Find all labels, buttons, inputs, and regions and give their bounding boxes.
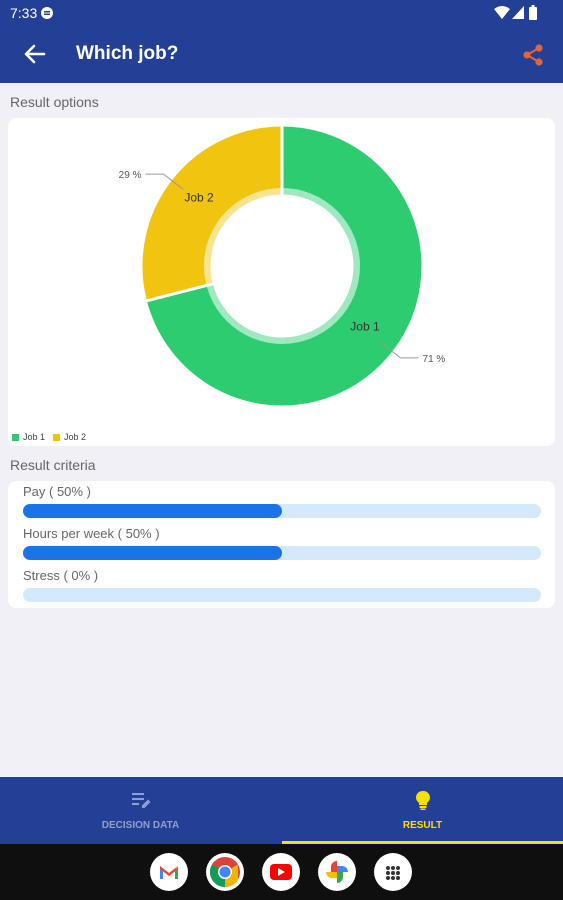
criterion-bar-fill-pay	[23, 504, 282, 518]
photos-icon[interactable]	[318, 853, 356, 891]
criterion-label-pay: Pay ( 50% )	[23, 484, 91, 499]
signal-icon	[512, 6, 524, 19]
tab-selected-indicator	[282, 841, 563, 844]
result-options-card: Job 1 71 % Job 2 29 % Job 1 Job 2	[8, 118, 555, 446]
donut-leader-line-job2	[145, 173, 184, 190]
tab-decision-data-label: DECISION DATA	[101, 820, 180, 831]
app-bar: Which job?	[0, 26, 563, 83]
criterion-label-hours: Hours per week ( 50% )	[23, 526, 160, 541]
youtube-icon[interactable]	[262, 853, 300, 891]
status-time: 7:33	[10, 5, 38, 21]
donut-inner-ring	[204, 188, 360, 344]
criterion-bar-stress	[23, 588, 541, 602]
legend-item-job2: Job 2	[53, 432, 86, 442]
criterion-bar-pay	[23, 504, 541, 518]
donut-category-label-job2: Job 2	[184, 191, 214, 205]
legend-swatch-job2	[53, 433, 61, 441]
system-dock	[0, 844, 563, 900]
criterion-label-stress: Stress ( 0% )	[23, 568, 99, 583]
donut-slice-job2	[139, 123, 284, 303]
app-drawer-icon[interactable]	[374, 853, 412, 891]
tab-decision-data[interactable]: DECISION DATA	[0, 777, 281, 844]
bottom-nav: DECISION DATA RESULT	[0, 777, 563, 844]
result-criteria-card: Pay ( 50% ) Hours per week ( 50% ) Stres…	[8, 481, 555, 608]
legend-label-job1: Job 1	[23, 432, 46, 442]
criterion-bar-fill-hours	[23, 546, 282, 560]
wifi-icon	[494, 6, 510, 19]
status-circle-icon	[41, 7, 53, 19]
result-criteria-label: Result criteria	[10, 457, 96, 473]
share-icon[interactable]	[520, 42, 546, 68]
legend-swatch-job1	[12, 433, 19, 441]
chart-legend: Job 1 Job 2	[12, 432, 94, 442]
tab-result-label: RESULT	[402, 820, 443, 831]
result-options-label: Result options	[10, 94, 99, 110]
donut-chart: Job 1 71 % Job 2 29 %	[119, 123, 446, 409]
back-arrow-icon[interactable]	[20, 42, 48, 66]
battery-icon	[529, 5, 537, 20]
legend-label-job2: Job 2	[64, 432, 87, 442]
donut-value-label-job1: 71 %	[423, 354, 446, 365]
donut-hole	[213, 197, 351, 335]
donut-value-label-job2: 29 %	[119, 170, 142, 181]
donut-slice-job1	[143, 123, 425, 409]
tab-result[interactable]: RESULT	[282, 777, 563, 844]
lightbulb-icon	[415, 791, 430, 810]
page-title: Which job?	[76, 43, 179, 64]
gmail-icon[interactable]	[150, 853, 188, 891]
chrome-icon[interactable]	[206, 853, 244, 891]
donut-leader-line-job1	[380, 342, 419, 359]
status-bar: 7:33	[0, 0, 563, 26]
edit-list-icon	[131, 793, 150, 808]
donut-category-label-job1: Job 1	[350, 319, 380, 333]
criterion-bar-hours	[23, 546, 541, 560]
legend-item-job1: Job 1	[12, 432, 45, 442]
